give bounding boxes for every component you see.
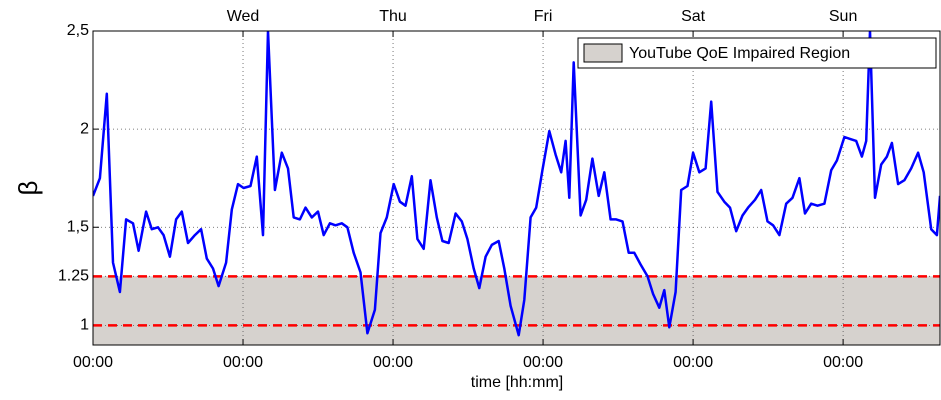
plot-frame bbox=[92, 30, 941, 346]
y-tick-label: 1 bbox=[80, 317, 89, 334]
x-tick-label: 00:00 bbox=[373, 354, 413, 371]
impaired-region bbox=[93, 276, 940, 345]
legend-label: YouTube QoE Impaired Region bbox=[629, 45, 850, 62]
top-tick-label: Thu bbox=[379, 8, 407, 25]
legend-swatch bbox=[583, 43, 623, 63]
x-tick-label: 00:00 bbox=[73, 354, 113, 371]
x-tick-label: 00:00 bbox=[823, 354, 863, 371]
top-tick-label: Sun bbox=[829, 8, 857, 25]
top-tick-label: Sat bbox=[681, 8, 706, 25]
y-tick-label: 1.25 bbox=[58, 268, 89, 285]
y-tick-label: 2 bbox=[80, 120, 89, 137]
y-axis-label: β bbox=[13, 181, 43, 196]
y-tick-label: 1,5 bbox=[67, 218, 89, 235]
legend-box bbox=[577, 37, 937, 69]
x-tick-label: 00:00 bbox=[523, 354, 563, 371]
x-tick-label: 00:00 bbox=[673, 354, 713, 371]
top-tick-label: Fri bbox=[534, 8, 553, 25]
x-axis-label: time [hh:mm] bbox=[471, 374, 563, 391]
series-line bbox=[93, 31, 940, 337]
top-tick-label: Wed bbox=[227, 8, 260, 25]
y-tick-label: 2,5 bbox=[67, 22, 89, 39]
x-tick-label: 00:00 bbox=[223, 354, 263, 371]
